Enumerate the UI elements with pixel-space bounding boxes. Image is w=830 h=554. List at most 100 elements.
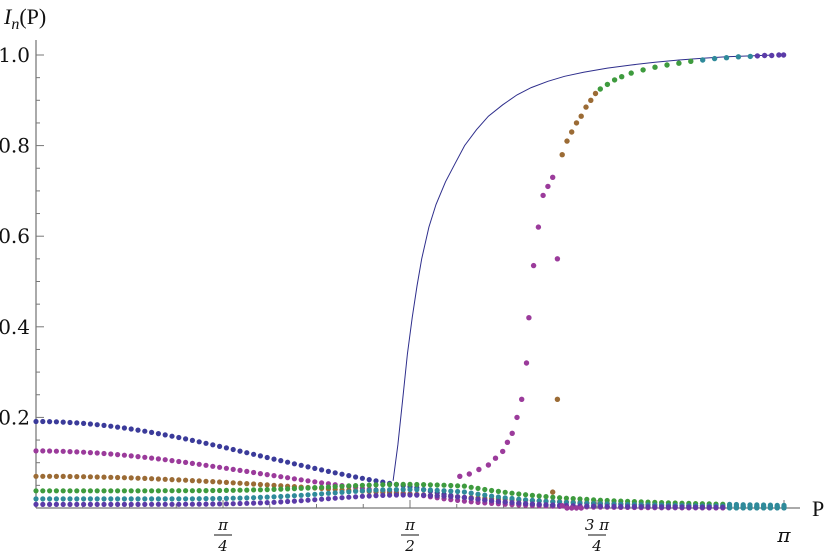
x-axis-label: P	[812, 496, 824, 521]
band-point	[101, 488, 107, 494]
band-point	[47, 501, 53, 507]
band-point	[223, 495, 229, 501]
band-point	[291, 476, 297, 482]
transition-series-1	[550, 90, 599, 495]
band-point	[305, 497, 311, 503]
band-point	[550, 494, 556, 500]
band-point	[121, 488, 127, 494]
band-point	[101, 501, 107, 507]
band-point	[251, 451, 257, 457]
band-point	[162, 457, 168, 463]
y-axis-label-sub: n	[11, 16, 19, 33]
band-point	[461, 489, 467, 495]
band-point	[183, 501, 189, 507]
band-point	[543, 502, 549, 508]
band-point	[67, 449, 73, 455]
y-axis-label-main: I	[3, 4, 13, 29]
band-point	[319, 467, 325, 473]
band-point	[523, 492, 529, 498]
band-point	[189, 478, 195, 484]
band-point	[74, 420, 80, 426]
transition-point	[476, 466, 482, 473]
band-point	[183, 459, 189, 465]
transition-point	[559, 152, 565, 158]
band-point	[60, 488, 66, 494]
band-point	[380, 487, 386, 493]
band-point	[319, 484, 325, 490]
band-point	[393, 487, 399, 493]
band-point	[448, 488, 454, 494]
band-point	[176, 496, 182, 502]
band-point	[121, 501, 127, 507]
band-point	[47, 496, 53, 502]
transition-point	[700, 57, 706, 63]
band-point	[618, 503, 624, 510]
band-point	[121, 496, 127, 502]
band-point	[305, 492, 311, 498]
transition-point	[466, 471, 472, 477]
band-point	[87, 450, 93, 456]
band-point	[223, 445, 229, 451]
band-point	[135, 475, 141, 481]
band-point	[373, 478, 379, 484]
band-point	[366, 487, 372, 494]
band-point	[421, 482, 427, 488]
band-point	[149, 488, 155, 494]
band-point	[142, 488, 148, 494]
band-point	[67, 501, 73, 507]
band-point	[325, 490, 331, 496]
band-point	[693, 504, 699, 510]
band-point	[94, 450, 100, 456]
band-point	[196, 496, 202, 502]
band-point	[407, 492, 413, 498]
band-point	[108, 474, 114, 480]
band-point	[101, 422, 107, 428]
band-point	[40, 448, 46, 454]
band-point	[502, 499, 508, 505]
band-point	[189, 496, 195, 502]
band-point	[441, 493, 447, 499]
band-point	[271, 499, 277, 505]
band-point	[529, 497, 536, 503]
transition-point	[597, 86, 603, 92]
band-point	[332, 484, 338, 490]
transition-point	[578, 505, 584, 511]
band-point	[509, 490, 515, 496]
x-tick-label: π	[776, 523, 791, 547]
band-point	[101, 474, 107, 480]
band-point	[155, 488, 161, 494]
band-point	[217, 464, 223, 470]
band-point	[380, 492, 386, 498]
band-point	[298, 477, 304, 483]
band-point	[81, 420, 87, 426]
band-point	[60, 448, 66, 454]
band-point	[237, 495, 243, 501]
band-point	[577, 496, 583, 502]
band-point	[421, 487, 427, 493]
band-point	[203, 462, 209, 468]
band-point	[203, 440, 209, 446]
band-point	[523, 501, 529, 507]
band-point	[407, 481, 413, 487]
band-point	[33, 501, 39, 507]
band-point	[237, 487, 243, 493]
analytic-curve	[392, 54, 775, 481]
band-point	[631, 504, 638, 510]
transition-point	[509, 430, 515, 436]
band-point	[740, 504, 746, 510]
band-point	[217, 487, 223, 494]
band-point	[176, 488, 182, 494]
band-point	[679, 504, 685, 510]
band-point	[285, 486, 291, 492]
band-point	[169, 433, 175, 439]
band-point	[115, 452, 121, 458]
x-tick-label-den: 4	[591, 537, 602, 554]
band-point	[319, 496, 325, 502]
band-point	[230, 466, 236, 472]
x-ticks: π 4 π 2 3 π 4 π	[82, 500, 791, 554]
band-point	[121, 475, 127, 481]
transition-point	[723, 55, 730, 61]
band-point	[584, 503, 590, 509]
band-point	[332, 495, 338, 501]
x-tick-label-num: π	[404, 516, 416, 534]
